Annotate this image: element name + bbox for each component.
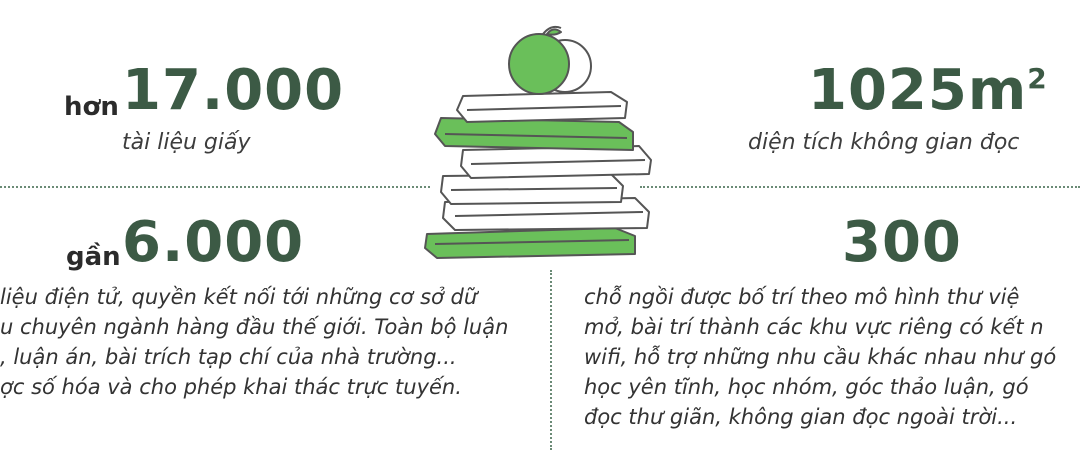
text-line: wifi, hỗ trợ những nhu cầu khác nhau như… bbox=[584, 345, 1057, 369]
divider-right bbox=[640, 186, 1080, 188]
stat-seats: 300 chỗ ngồi được bố trí theo mô hình th… bbox=[584, 210, 1080, 460]
stat-paper-caption: tài liệu giấy bbox=[122, 130, 251, 155]
stat-area-number: 1025m bbox=[808, 58, 1028, 123]
text-line: , luận án, bài trích tạp chí của nhà trư… bbox=[0, 345, 457, 369]
stat-seats-description: chỗ ngồi được bố trí theo mô hình thư vi… bbox=[584, 282, 1056, 432]
stat-paper: hơn 17.000 tài liệu giấy bbox=[64, 58, 343, 168]
stat-digital-description: liệu điện tử, quyền kết nối tới những cơ… bbox=[0, 282, 508, 402]
stat-digital: gần 6.000 liệu điện tử, quyền kết nối tớ… bbox=[0, 210, 540, 460]
text-line: liệu điện tử, quyền kết nối tới những cơ… bbox=[0, 285, 478, 309]
text-line: mở, bài trí thành các khu vực riêng có k… bbox=[584, 315, 1044, 339]
text-line: ợc số hóa và cho phép khai thác trực tuy… bbox=[0, 375, 462, 399]
stat-area: 1025m2 diện tích không gian đọc bbox=[748, 58, 1048, 168]
stat-digital-value: 6.000 bbox=[122, 210, 305, 275]
books-with-apple-icon bbox=[424, 25, 652, 259]
divider-left bbox=[0, 186, 430, 188]
stat-area-value: 1025m2 bbox=[808, 58, 1048, 123]
stat-area-unit-sup: 2 bbox=[1027, 62, 1048, 95]
stat-seats-value: 300 bbox=[842, 210, 962, 275]
text-line: học yên tĩnh, học nhóm, góc thảo luận, g… bbox=[584, 375, 1029, 399]
stat-digital-prefix: gần bbox=[66, 242, 121, 272]
text-line: chỗ ngồi được bố trí theo mô hình thư vi… bbox=[584, 285, 1020, 309]
stat-paper-value: 17.000 bbox=[122, 58, 345, 123]
text-line: đọc thư giãn, không gian đọc ngoài trời.… bbox=[584, 405, 1018, 429]
stat-area-caption: diện tích không gian đọc bbox=[748, 130, 1020, 155]
text-line: u chuyên ngành hàng đầu thế giới. Toàn b… bbox=[0, 315, 509, 339]
stat-paper-prefix: hơn bbox=[64, 92, 119, 122]
divider-vertical bbox=[550, 270, 552, 450]
